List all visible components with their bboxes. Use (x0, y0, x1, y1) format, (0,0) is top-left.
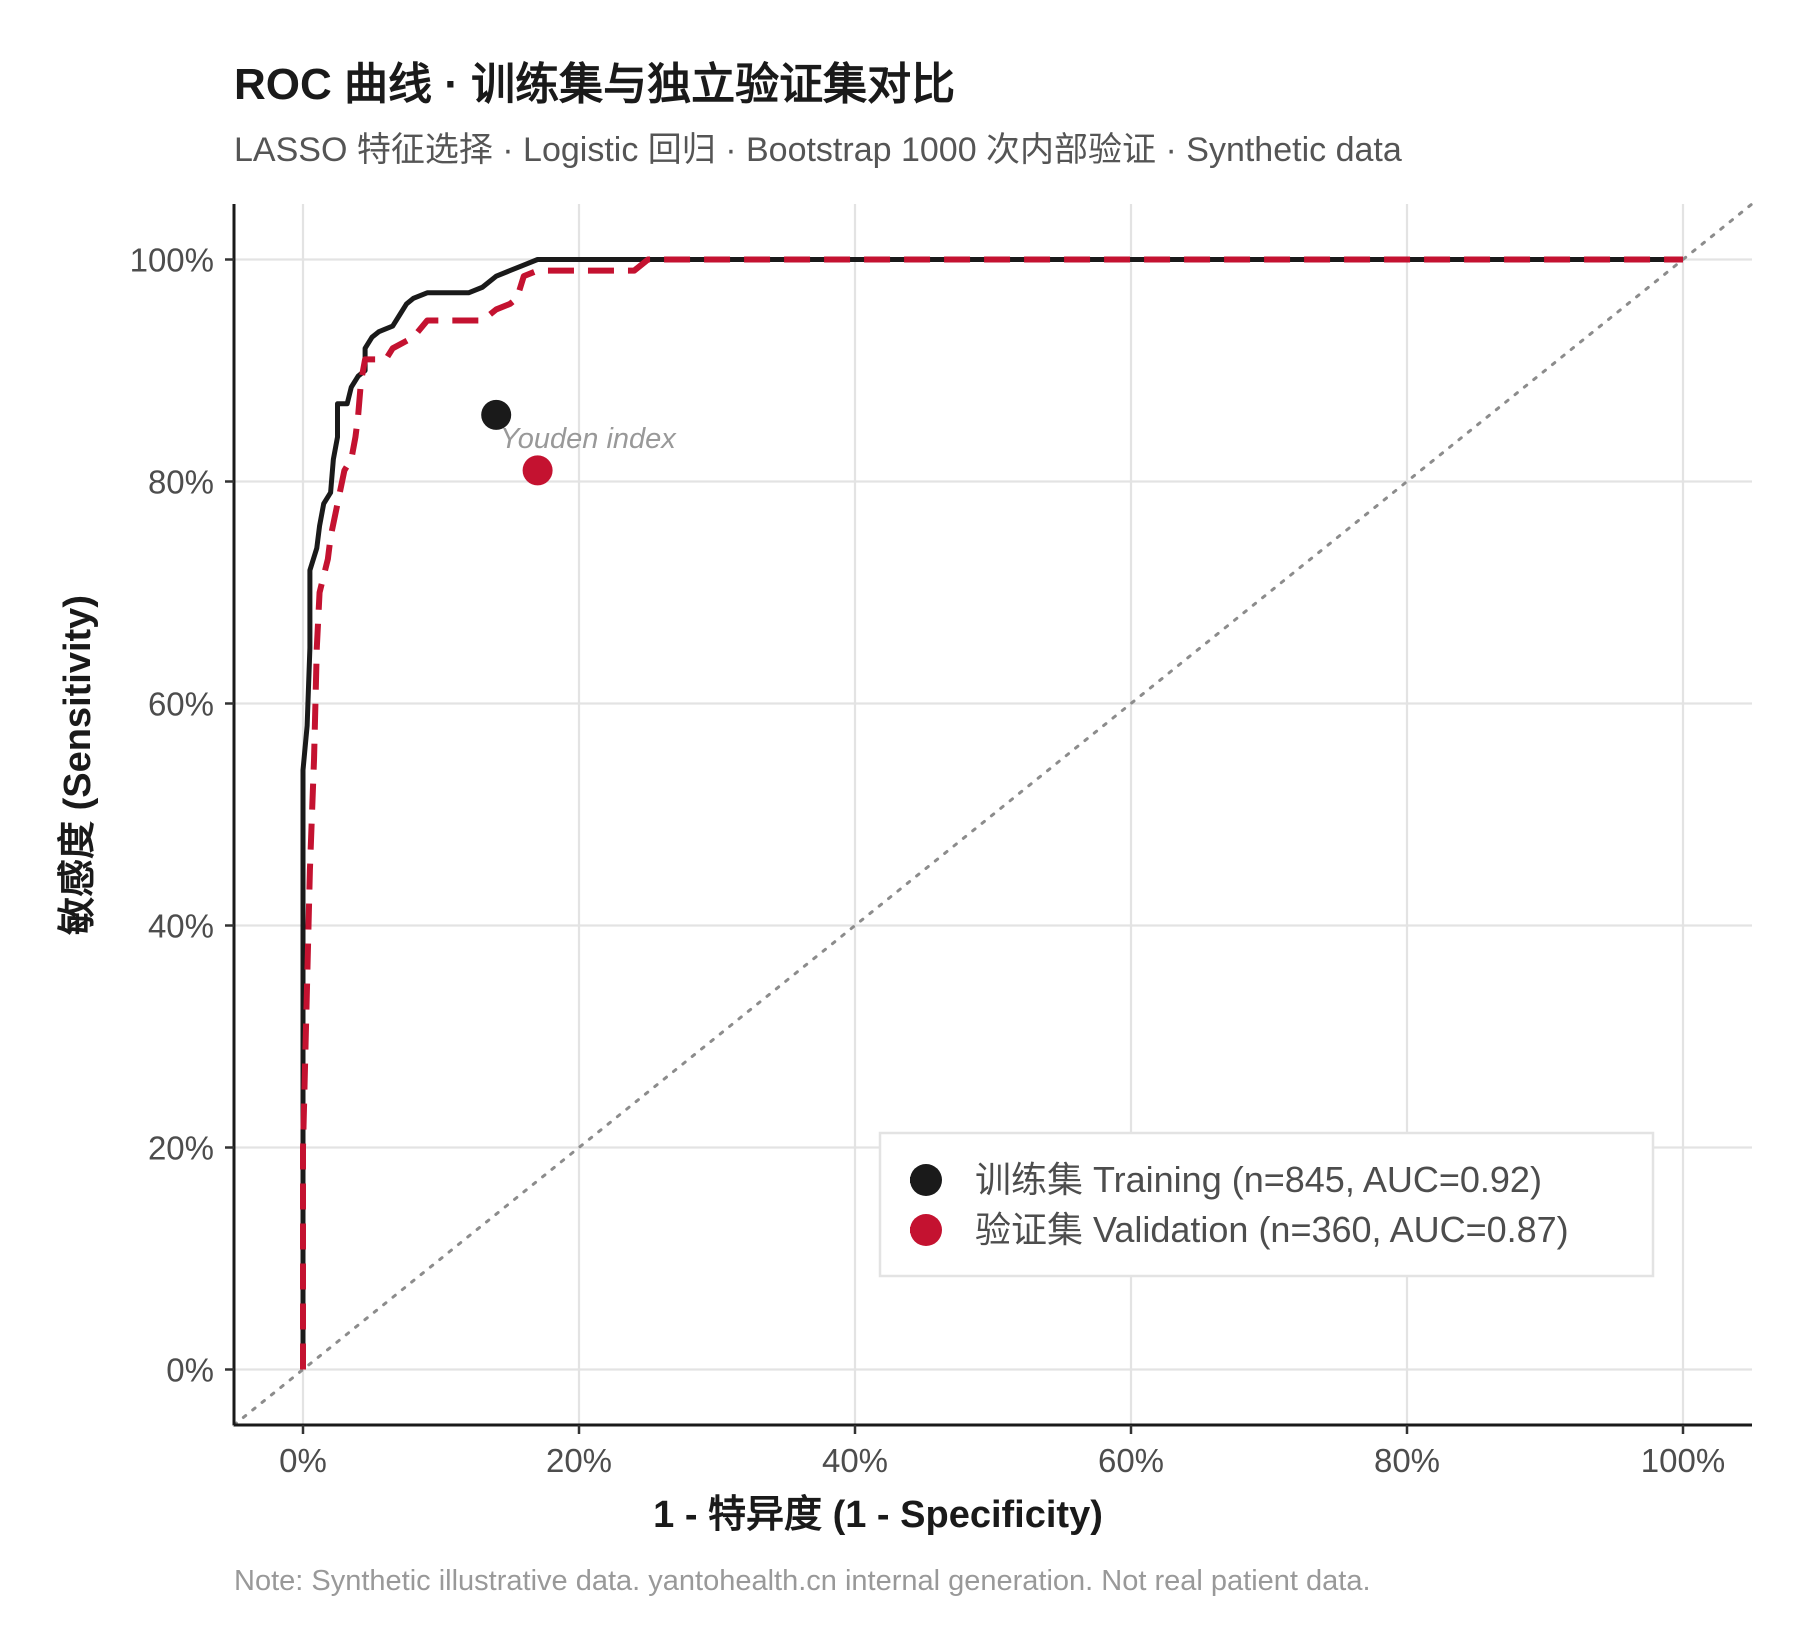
y-axis-title: 敏感度 (Sensitivity) (57, 595, 99, 935)
tick-labels: 0% 20% 40% 60% 80% 100% 0% 20% 40% 60% 80% 100% (130, 242, 1726, 1480)
reference-diagonal-line (232, 202, 1754, 1427)
x-tick-label: 60% (1098, 1442, 1164, 1479)
x-tick-label: 80% (1374, 1442, 1440, 1479)
y-tick-label: 80% (148, 464, 214, 501)
y-tick-label: 100% (130, 242, 214, 279)
chart-title: ROC 曲线 · 训练集与独立验证集对比 (234, 60, 956, 109)
legend-box (878, 1131, 1655, 1278)
axes (225, 204, 1752, 1434)
reference-diagonal (232, 202, 1754, 1427)
y-tick-label: 40% (148, 908, 214, 945)
x-axis-title: 1 - 特异度 (1 - Specificity) (653, 1494, 1103, 1536)
annotations: Youden index (500, 423, 677, 455)
y-tick-label: 60% (148, 686, 214, 723)
x-tick-label: 20% (546, 1442, 612, 1479)
series-line-validation (300, 256, 1683, 1370)
x-tick-label: 0% (279, 1442, 327, 1479)
youden-point-training (481, 399, 512, 430)
legend: 训练集 Training (n=845, AUC=0.92) 验证集 Valida… (878, 1131, 1655, 1278)
legend-key-dot-validation (910, 1214, 942, 1246)
legend-label-validation: 验证集 Validation (n=360, AUC=0.87) (975, 1209, 1569, 1250)
footnote: Note: Synthetic illustrative data. yanto… (234, 1565, 1371, 1597)
youden-points (481, 399, 553, 486)
x-tick-label: 100% (1641, 1442, 1725, 1479)
youden-index-annotation: Youden index (500, 423, 677, 455)
legend-label-training: 训练集 Training (n=845, AUC=0.92) (975, 1159, 1542, 1200)
x-tick-label: 40% (822, 1442, 888, 1479)
youden-point-validation (522, 455, 553, 486)
series-lines (300, 256, 1683, 1370)
y-tick-label: 0% (166, 1352, 214, 1389)
y-tick-label: 20% (148, 1130, 214, 1167)
legend-key-dot-training (910, 1164, 942, 1196)
chart-subtitle: LASSO 特征选择 · Logistic 回归 · Bootstrap 100… (234, 131, 1402, 169)
